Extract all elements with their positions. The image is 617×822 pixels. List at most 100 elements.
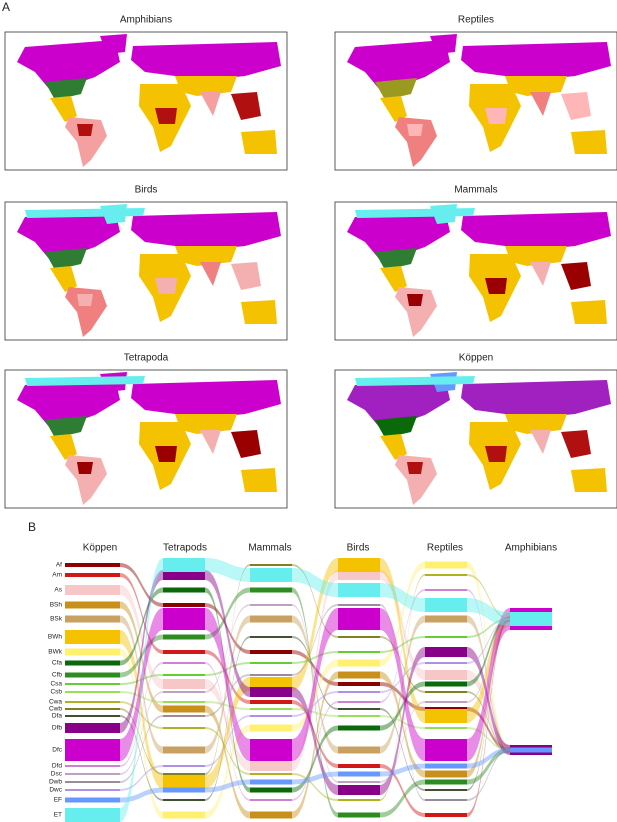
region [241, 468, 277, 492]
node [65, 691, 120, 693]
flow [205, 674, 250, 717]
region [485, 446, 507, 462]
flow [467, 615, 510, 754]
flow [467, 598, 510, 626]
node [425, 589, 467, 591]
node [338, 583, 380, 597]
flow [292, 771, 338, 785]
node [425, 647, 467, 657]
region [175, 246, 237, 266]
node [250, 700, 292, 704]
region [65, 287, 107, 337]
world-map [4, 369, 288, 509]
node [338, 701, 380, 703]
map-title: Köppen [459, 353, 493, 364]
class-label: Csa [50, 681, 62, 688]
region [25, 376, 145, 386]
region [45, 248, 87, 270]
flow [120, 708, 163, 775]
flow [292, 725, 338, 793]
class-label: As [54, 587, 62, 594]
node [425, 670, 467, 680]
region [65, 455, 107, 505]
node [250, 724, 292, 732]
flow [205, 705, 250, 819]
flow [205, 604, 250, 693]
class-label: Dwb [49, 779, 62, 786]
region [505, 414, 567, 434]
flow [380, 604, 425, 801]
node [425, 763, 467, 769]
flow [467, 707, 510, 752]
flow [120, 615, 163, 754]
region [175, 76, 237, 96]
class-label: Cfa [52, 660, 63, 667]
region [17, 210, 120, 272]
flow [120, 634, 163, 678]
node [163, 775, 205, 789]
panel-label: A [2, 0, 10, 14]
flow [120, 648, 163, 819]
node [338, 570, 380, 580]
region [231, 92, 261, 120]
flow [120, 563, 163, 607]
node [65, 630, 120, 644]
flow [467, 749, 510, 801]
map-title: Birds [135, 185, 158, 196]
class-label: ET [54, 812, 62, 819]
flow [205, 650, 250, 704]
flow [292, 659, 338, 732]
map-title: Tetrapoda [124, 353, 169, 364]
node [425, 561, 467, 569]
flow [292, 587, 338, 818]
class-label: Dfd [52, 763, 63, 770]
node [250, 799, 292, 801]
node [338, 708, 380, 710]
flow [380, 671, 425, 778]
region [200, 262, 221, 286]
flow [292, 636, 338, 710]
flow [380, 589, 425, 703]
node [250, 773, 292, 775]
region [17, 40, 120, 102]
node [338, 781, 380, 783]
region [461, 380, 611, 418]
class-label: BSk [50, 616, 63, 623]
region [571, 468, 607, 492]
flow [292, 687, 338, 795]
node [250, 564, 292, 566]
flow [380, 682, 425, 711]
region [571, 300, 607, 324]
flow [205, 662, 250, 801]
flow [120, 674, 163, 685]
region [505, 76, 567, 96]
alluvial-diagram: Köppen Tetrapods Mammals Birds Reptiles Amphi… [48, 543, 557, 822]
node [425, 662, 467, 664]
flow [380, 608, 425, 761]
flow [467, 618, 510, 791]
region [530, 92, 551, 116]
flow [380, 561, 425, 667]
region [407, 294, 423, 306]
node [338, 691, 380, 693]
flow [120, 691, 163, 775]
region [347, 210, 450, 272]
panel-label: B [28, 520, 36, 534]
flow [380, 764, 425, 817]
node [163, 634, 205, 640]
flow [205, 715, 250, 767]
flow [467, 608, 510, 761]
map-grid: Amphibians Reptiles Birds Mammals Tetrapoda K… [4, 15, 617, 509]
class-label: BWh [48, 634, 62, 641]
node [338, 682, 380, 686]
flow [380, 647, 425, 795]
node [163, 650, 205, 654]
region [461, 42, 611, 80]
map-title: Reptiles [458, 15, 494, 26]
region [380, 96, 407, 122]
node [250, 715, 292, 717]
node [163, 570, 205, 580]
node [425, 701, 467, 703]
flow [120, 701, 163, 729]
flow [292, 570, 338, 771]
